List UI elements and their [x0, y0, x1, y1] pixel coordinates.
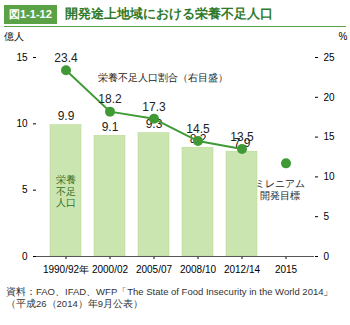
svg-text:2005/07: 2005/07 [136, 264, 173, 275]
svg-text:0: 0 [324, 251, 330, 262]
svg-text:17.3: 17.3 [142, 100, 166, 114]
svg-text:2012/14: 2012/14 [224, 264, 261, 275]
svg-text:15: 15 [324, 131, 336, 142]
svg-text:2015: 2015 [275, 264, 298, 275]
svg-text:13.5: 13.5 [230, 130, 254, 144]
svg-text:23.4: 23.4 [54, 51, 78, 65]
svg-text:20: 20 [324, 92, 336, 103]
svg-text:ミレニアム開発目標: ミレニアム開発目標 [255, 178, 305, 201]
svg-text:栄養不足人口: 栄養不足人口 [56, 174, 76, 208]
svg-text:14.5: 14.5 [186, 122, 210, 136]
svg-text:2008/10: 2008/10 [180, 264, 217, 275]
svg-text:9.1: 9.1 [102, 120, 119, 134]
svg-text:1990/92年: 1990/92年 [43, 264, 89, 275]
svg-text:10: 10 [324, 171, 336, 182]
html-text:図1-1-12: 図1-1-12 [9, 7, 52, 20]
svg-text:9.3: 9.3 [145, 117, 163, 131]
svg-text:栄養不足人口割合（右目盛）: 栄養不足人口割合（右目盛） [98, 72, 228, 83]
svg-text:5: 5 [22, 184, 28, 195]
html-text:資料：FAO、IFAD、WFP「The State of F: 資料：FAO、IFAD、WFP「The State of Food Insecu… [6, 286, 334, 309]
svg-text:0: 0 [22, 251, 28, 262]
svg-text:25: 25 [324, 52, 336, 63]
svg-text:億人: 億人 [4, 31, 24, 42]
svg-text:10: 10 [16, 118, 28, 129]
svg-text:2000/02: 2000/02 [92, 264, 129, 275]
svg-text:5: 5 [324, 211, 330, 222]
svg-text:15: 15 [16, 52, 28, 63]
svg-text:18.2: 18.2 [98, 92, 122, 106]
html-text:開発途上地域における栄養不足人口: 開発途上地域における栄養不足人口 [64, 6, 273, 21]
svg-text:%: % [339, 31, 348, 42]
svg-text:9.9: 9.9 [58, 109, 75, 123]
